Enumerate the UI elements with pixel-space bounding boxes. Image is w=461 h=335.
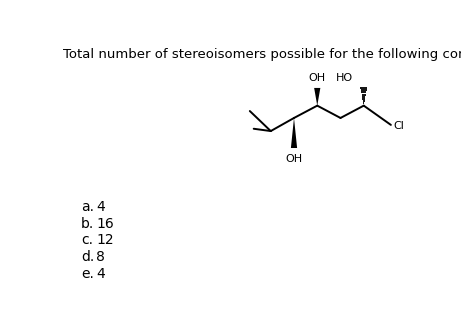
Text: c.: c. (81, 233, 93, 248)
Text: OH: OH (285, 154, 302, 164)
Text: Cl: Cl (393, 122, 404, 131)
Text: e.: e. (81, 267, 94, 281)
Text: 4: 4 (96, 267, 105, 281)
Polygon shape (291, 118, 297, 148)
Text: a.: a. (81, 200, 94, 214)
Text: Total number of stereoisomers possible for the following compounds is: Total number of stereoisomers possible f… (63, 48, 461, 61)
Text: OH: OH (309, 73, 326, 82)
Text: 8: 8 (96, 250, 105, 264)
Text: HO: HO (336, 73, 353, 82)
Text: 16: 16 (96, 216, 114, 230)
Polygon shape (314, 88, 320, 106)
Text: b.: b. (81, 216, 94, 230)
Text: 4: 4 (96, 200, 105, 214)
Text: d.: d. (81, 250, 94, 264)
Text: 12: 12 (96, 233, 114, 248)
